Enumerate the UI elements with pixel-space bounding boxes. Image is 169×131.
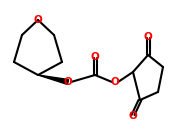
Text: O: O [129, 111, 137, 121]
Text: O: O [144, 32, 152, 42]
Polygon shape [38, 75, 69, 84]
Text: O: O [34, 15, 42, 25]
Text: O: O [91, 52, 99, 62]
Text: O: O [64, 77, 72, 87]
Text: O: O [111, 77, 119, 87]
